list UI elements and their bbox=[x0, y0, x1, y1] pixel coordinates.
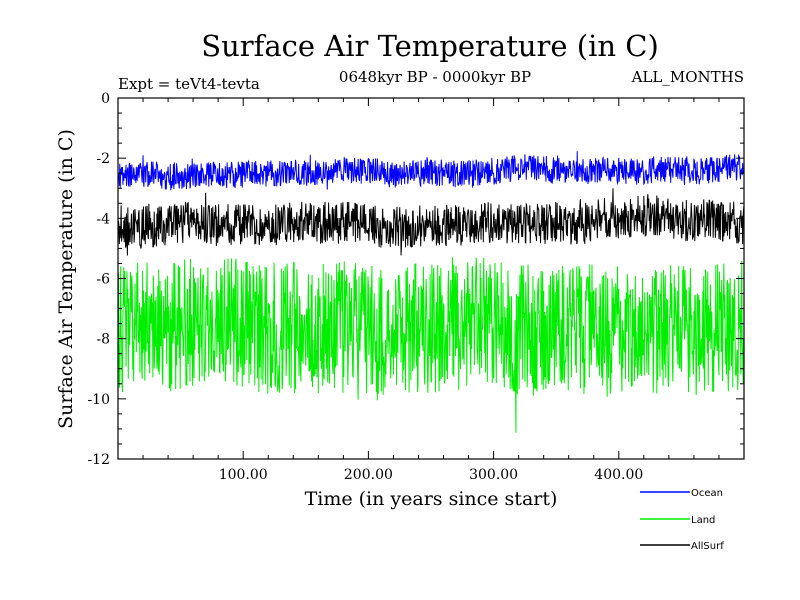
y-tick-label: -12 bbox=[87, 452, 110, 468]
series-line-ocean bbox=[117, 151, 745, 191]
legend-label-land: Land bbox=[691, 515, 715, 526]
time-range-label: 0648kyr BP - 0000kyr BP bbox=[339, 68, 531, 86]
series-line-land bbox=[117, 257, 745, 433]
ticks-layer: 100.00 200.00 300.00 400.00 0 -2 -4 -6 -8 -10 -12 bbox=[87, 91, 744, 483]
series-layer bbox=[117, 151, 745, 433]
y-tick-label: 0 bbox=[101, 91, 110, 107]
x-tick-label: 100.00 bbox=[219, 467, 268, 483]
plot-frame bbox=[117, 97, 745, 460]
expt-label: Expt = teVt4-tevta bbox=[118, 75, 260, 93]
legend: Ocean Land AllSurf bbox=[640, 488, 724, 552]
chart-title: Surface Air Temperature (in C) bbox=[201, 29, 659, 63]
y-tick-label: -6 bbox=[96, 272, 110, 288]
y-tick-label: -2 bbox=[96, 151, 110, 167]
legend-label-ocean: Ocean bbox=[691, 488, 723, 499]
series-line-allsurf bbox=[117, 188, 745, 256]
y-axis-label: Surface Air Temperature (in C) bbox=[55, 129, 77, 429]
legend-label-allsurf: AllSurf bbox=[691, 541, 724, 552]
x-tick-label: 200.00 bbox=[344, 467, 393, 483]
y-tick-label: -10 bbox=[87, 392, 110, 408]
months-label: ALL_MONTHS bbox=[631, 68, 744, 86]
y-tick-label: -8 bbox=[96, 332, 110, 348]
y-tick-label: -4 bbox=[96, 211, 110, 227]
x-axis-label: Time (in years since start) bbox=[305, 488, 558, 510]
x-tick-label: 300.00 bbox=[469, 467, 518, 483]
x-tick-label: 400.00 bbox=[594, 467, 643, 483]
